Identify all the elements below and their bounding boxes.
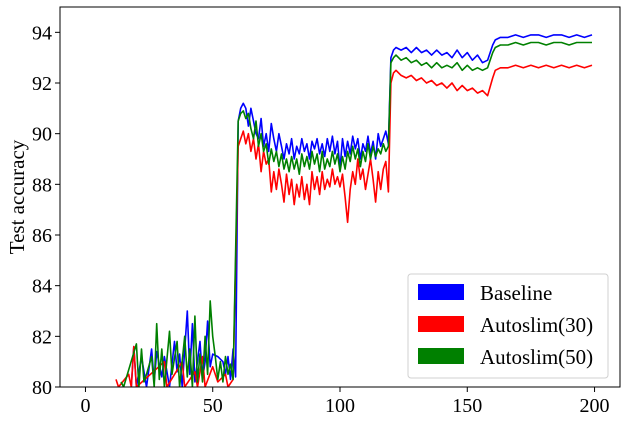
legend-swatch-autoslim-50 [418,348,464,364]
legend: Baseline Autoslim(30) Autoslim(50) [407,273,609,379]
x-tick-label: 50 [203,395,223,417]
y-tick-label: 82 [32,326,52,348]
x-tick-label: 150 [452,395,482,417]
legend-swatch-autoslim-30 [418,316,464,332]
x-tick-label: 0 [80,395,90,417]
y-tick-label: 86 [32,225,52,247]
x-tick-label: 100 [325,395,355,417]
legend-label-autoslim-50: Autoslim(50) [480,345,593,369]
series-layer [115,34,593,387]
y-tick-label: 80 [32,377,52,399]
legend-swatch-baseline [418,284,464,300]
y-tick-label: 88 [32,174,52,196]
series-line-baseline [130,34,593,387]
y-tick-label: 84 [32,276,52,298]
y-axis-label: Test accuracy [5,139,29,254]
x-tick-label: 200 [580,395,610,417]
legend-label-autoslim-30: Autoslim(30) [480,313,593,337]
y-tick-label: 90 [32,124,52,146]
series-line-autoslim-50 [120,41,592,387]
tick-layer: 0 50 100 150 200 80 82 84 86 88 90 92 94 [32,22,610,417]
legend-label-baseline: Baseline [480,281,552,305]
y-tick-label: 94 [32,22,52,44]
y-tick-label: 92 [32,73,52,95]
